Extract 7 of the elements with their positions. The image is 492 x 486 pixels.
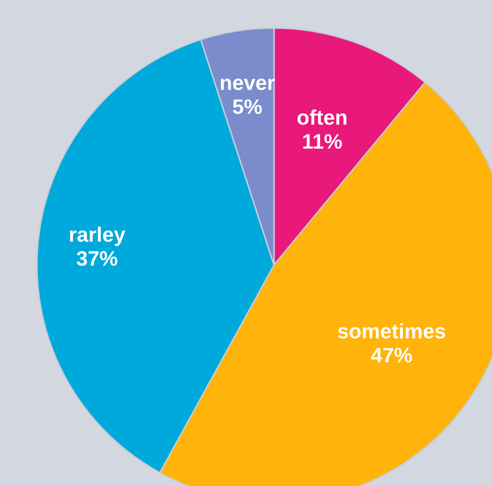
- data-label: 37%: [76, 251, 118, 266]
- data-label: 5%: [232, 99, 262, 114]
- slice-label: sometimes: [338, 323, 446, 339]
- data-label: 11%: [303, 134, 342, 149]
- slice-label: often: [298, 110, 346, 125]
- slice-label: rarley: [70, 226, 126, 246]
- data-label: 47%: [371, 348, 412, 362]
